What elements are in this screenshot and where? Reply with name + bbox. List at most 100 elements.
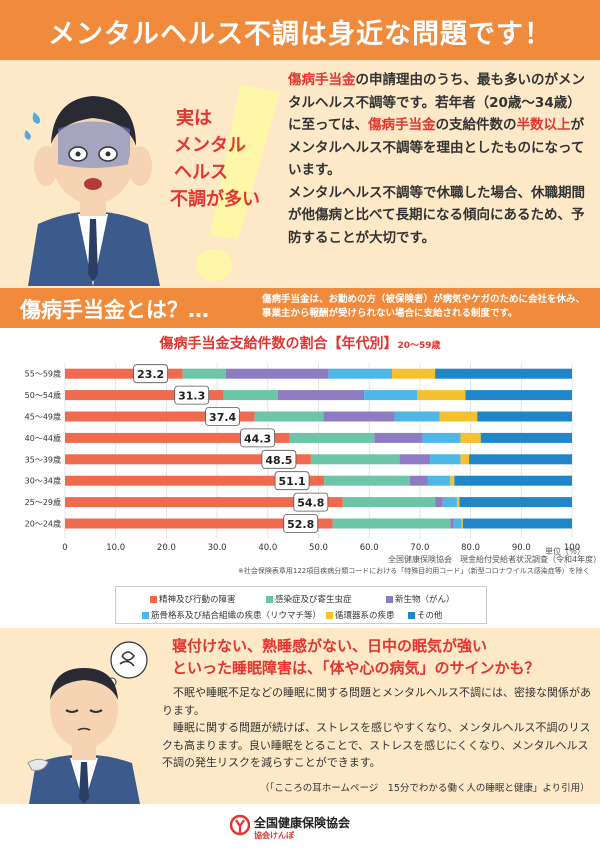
sleep-heading: 寝付けない、熟睡感がない、日中の眠気が強い といった睡眠障害は、「体や心の病気」…: [172, 635, 540, 679]
data-label-box: [133, 364, 169, 384]
bar-segment: [182, 368, 226, 379]
legend-label: 循環器系の疾患: [335, 611, 395, 621]
legend-swatch: [386, 596, 393, 603]
bar-segment: [65, 390, 224, 401]
bar-segment: [439, 411, 478, 422]
sleep-heading-line-2: といった睡眠障害は、「体や心の病気」のサインかも？: [172, 659, 540, 677]
bar-segment: [342, 497, 436, 508]
stressed-man-illustration: [24, 96, 160, 286]
bar-segment: [254, 411, 324, 422]
y-category-label: 20～24歳: [25, 519, 61, 529]
exclamation-mark-graphic: [196, 85, 280, 281]
sleep-paragraph-1: 不眠や睡眠不足などの睡眠に関する問題とメンタルヘルス不調には、密接な関係がありま…: [162, 686, 591, 717]
chart-title-main: 傷病手当金支給件数の割合【年代別】: [159, 336, 398, 352]
legend-swatch: [408, 612, 415, 619]
bar-segment: [422, 432, 461, 443]
callout-text: 実は メンタル ヘルス 不調が多い: [170, 105, 280, 213]
legend-swatch: [142, 612, 149, 619]
bar-segment: [417, 390, 466, 401]
x-tick-label: 100: [564, 543, 580, 553]
legend-swatch: [326, 612, 333, 619]
callout-line: メンタル: [174, 135, 246, 156]
legend-item: その他: [408, 609, 443, 621]
x-tick-label: 50.0: [309, 543, 328, 553]
chart-source: 全国健康保険協会 現金給付受給者状況調査（令和4年度）: [388, 555, 600, 564]
y-category-label: 55～59歳: [25, 369, 61, 379]
legend-label: 新生物（がん）: [395, 595, 455, 605]
kyokai-kenpo-logo-icon: [230, 814, 250, 836]
highlight-text: 傷病手当金: [288, 72, 356, 88]
intro-text-segment: がメンタルヘルス不調等を理由としたものになっています。: [288, 117, 585, 178]
bar-segment: [454, 475, 572, 486]
bar-segment: [65, 411, 255, 422]
chart-legend: 精神及び行動の障害 感染症及び寄生虫症 新生物（がん） 筋骨格系及び結合組織の疾…: [115, 586, 487, 624]
bar-segment: [456, 497, 460, 508]
data-label-box: [283, 514, 319, 533]
y-category-label: 40～44歳: [25, 433, 61, 443]
bar-segment: [65, 497, 343, 508]
data-label: 37.4: [209, 411, 236, 424]
data-label: 48.5: [265, 454, 292, 467]
bar-segment: [65, 432, 290, 443]
legend-label: 精神及び行動の障害: [159, 595, 236, 605]
data-label: 31.3: [178, 390, 205, 403]
x-tick-label: 60.0: [360, 543, 379, 553]
intro-text-segment: の申請理由のうち、最も多いのがメンタルヘルス不調等です。若年者（20歳～34歳）…: [288, 72, 585, 133]
x-tick-label: 30.0: [208, 543, 227, 553]
bar-segment: [462, 518, 572, 529]
bar-segment: [460, 454, 470, 465]
highlight-text: 傷病手当金: [368, 117, 436, 133]
bar-segment: [460, 432, 481, 443]
bar-segment: [469, 454, 572, 465]
bar-segment: [477, 411, 572, 422]
bar-segment: [459, 497, 572, 508]
data-label: 44.3: [244, 432, 271, 445]
intro-paragraph-1: 傷病手当金の申請理由のうち、最も多いのがメンタルヘルス不調等です。若年者（20歳…: [288, 69, 594, 182]
bar-segment: [364, 390, 418, 401]
data-label-box: [174, 385, 210, 405]
bar-segment: [430, 454, 461, 465]
bar-segment: [310, 454, 400, 465]
x-tick-label: 70.0: [410, 543, 429, 553]
bar-segment: [465, 390, 572, 401]
bar-segment: [223, 390, 278, 401]
chart-unit: 単位（％）: [545, 547, 585, 556]
bar-segment: [392, 368, 436, 379]
data-label-box: [293, 492, 329, 512]
x-tick-label: 40.0: [258, 543, 277, 553]
bar-segment: [453, 518, 462, 529]
bar-segment: [435, 497, 443, 508]
chart-title-sub: 20～59歳: [397, 341, 441, 351]
bar-segment: [427, 475, 451, 486]
bar-segment: [480, 432, 572, 443]
legend-label: 感染症及び寄生虫症: [275, 595, 352, 605]
legend-label: その他: [417, 611, 443, 621]
y-category-label: 45～49歳: [25, 412, 61, 422]
bar-segment: [65, 368, 183, 379]
bar-segment: [450, 518, 454, 529]
page-title: メンタルヘルス不調は身近な問題です！: [48, 19, 552, 50]
y-category-label: 50～54歳: [25, 390, 61, 400]
bar-segment: [65, 475, 325, 486]
chart-title: 傷病手当金支給件数の割合【年代別】20～59歳: [0, 333, 600, 353]
bar-segment: [399, 454, 431, 465]
chart-note: ※社会保険表章用122項目疾病分類コードにおける「特殊目的用コード」（新型コロナ…: [238, 567, 590, 575]
footer: 全国健康保険協会 協会けんぽ: [0, 804, 600, 854]
bar-segment: [394, 411, 440, 422]
callout-line: ヘルス: [174, 162, 228, 183]
legend-swatch: [150, 596, 157, 603]
intro-text-segment: の支給件数の: [435, 117, 517, 133]
bar-segment: [435, 368, 572, 379]
x-tick-label: 20.0: [157, 543, 176, 553]
bar-segment: [442, 497, 457, 508]
stacked-bar-chart: 0 10.0 20.0 30.0 40.0 50.0 60.0 70.0 80.0 90.0 100…: [25, 363, 580, 553]
sleep-heading-line-1: 寝付けない、熟睡感がない、日中の眠気が強い: [172, 637, 488, 655]
organization-sub: 協会けんぽ: [254, 831, 294, 840]
bar-segment: [461, 518, 463, 529]
title-bar: メンタルヘルス不調は身近な問題です！: [0, 0, 600, 60]
x-tick-label: 10.0: [106, 543, 125, 553]
data-label-box: [240, 428, 276, 448]
bar-segment: [65, 518, 333, 529]
y-category-label: 25～29歳: [25, 497, 61, 507]
data-label: 51.1: [279, 475, 306, 488]
